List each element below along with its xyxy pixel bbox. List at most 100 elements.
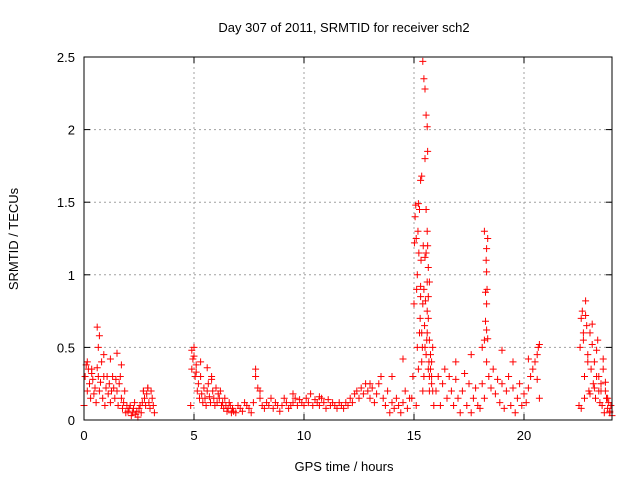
data-point — [484, 235, 492, 242]
data-point — [110, 384, 118, 392]
data-point — [472, 384, 480, 392]
data-point — [423, 123, 431, 131]
data-point — [187, 401, 195, 409]
data-point — [597, 387, 605, 395]
data-point — [577, 314, 585, 322]
data-point — [232, 409, 240, 417]
data-point — [344, 401, 352, 409]
data-point — [201, 394, 209, 402]
data-point — [144, 384, 152, 392]
data-point — [192, 368, 200, 376]
data-point — [202, 401, 210, 409]
data-point — [513, 394, 521, 402]
data-point — [524, 355, 532, 363]
data-point — [421, 253, 429, 261]
data-point — [424, 314, 432, 322]
data-point — [280, 394, 288, 402]
data-point — [188, 346, 196, 354]
data-point — [531, 358, 539, 366]
data-point — [373, 390, 381, 398]
data-point — [420, 285, 428, 293]
data-point — [293, 401, 301, 409]
data-point — [483, 358, 491, 366]
data-point — [496, 399, 504, 407]
data-point — [476, 404, 484, 412]
x-tick-label: 15 — [407, 428, 421, 443]
data-point — [138, 399, 146, 407]
x-tick-label: 10 — [297, 428, 311, 443]
data-point — [221, 394, 229, 402]
data-point — [424, 293, 432, 301]
data-point — [348, 399, 356, 407]
data-point — [467, 409, 475, 417]
data-point — [456, 409, 464, 417]
data-point — [379, 394, 387, 402]
data-point — [289, 399, 297, 407]
data-point — [83, 358, 91, 366]
data-point — [105, 380, 113, 388]
data-point — [516, 380, 524, 388]
data-point — [498, 380, 506, 388]
data-point — [482, 317, 489, 325]
data-point — [324, 396, 332, 404]
data-point — [117, 394, 125, 402]
data-point — [94, 343, 102, 351]
data-point — [434, 372, 442, 380]
data-point — [483, 245, 491, 253]
data-point — [416, 329, 423, 337]
data-point — [443, 394, 451, 402]
data-point — [135, 404, 143, 412]
data-point — [467, 351, 475, 359]
data-point — [414, 200, 422, 208]
data-point — [413, 285, 421, 293]
data-point — [424, 147, 432, 155]
data-point — [302, 394, 310, 402]
data-point — [193, 387, 201, 395]
data-point — [418, 358, 426, 366]
data-point — [607, 401, 615, 409]
data-point — [421, 155, 429, 163]
data-point — [282, 399, 290, 407]
data-point — [147, 387, 155, 395]
data-point — [90, 390, 98, 398]
data-point — [527, 372, 535, 380]
data-point — [483, 285, 491, 293]
data-point — [483, 300, 491, 308]
data-point — [588, 320, 596, 328]
data-point — [207, 399, 214, 407]
data-point — [597, 380, 605, 388]
data-point — [359, 390, 367, 398]
data-point — [128, 409, 136, 417]
data-point — [599, 355, 607, 363]
data-point — [581, 372, 588, 380]
data-point — [450, 401, 458, 409]
data-point — [414, 227, 422, 235]
data-point — [592, 394, 599, 402]
data-point — [100, 351, 108, 359]
data-point — [205, 393, 213, 401]
data-point — [86, 380, 93, 388]
data-point — [427, 351, 434, 359]
data-point — [260, 404, 268, 412]
data-point — [390, 404, 398, 412]
data-point — [366, 394, 374, 402]
x-tick-label: 5 — [190, 428, 197, 443]
data-point — [119, 404, 126, 412]
data-point — [511, 409, 519, 417]
data-point — [409, 372, 417, 380]
data-point — [269, 404, 277, 412]
data-point — [401, 387, 409, 395]
data-point — [428, 358, 436, 366]
data-point — [307, 390, 315, 398]
data-point — [500, 404, 508, 412]
data-point — [421, 297, 429, 305]
data-point — [595, 372, 603, 380]
data-point — [416, 314, 424, 322]
data-point — [388, 399, 396, 407]
data-point — [412, 235, 420, 242]
data-point — [117, 361, 125, 369]
data-point — [598, 401, 606, 409]
data-point — [252, 365, 260, 373]
data-point — [115, 380, 123, 388]
data-point — [304, 399, 312, 407]
